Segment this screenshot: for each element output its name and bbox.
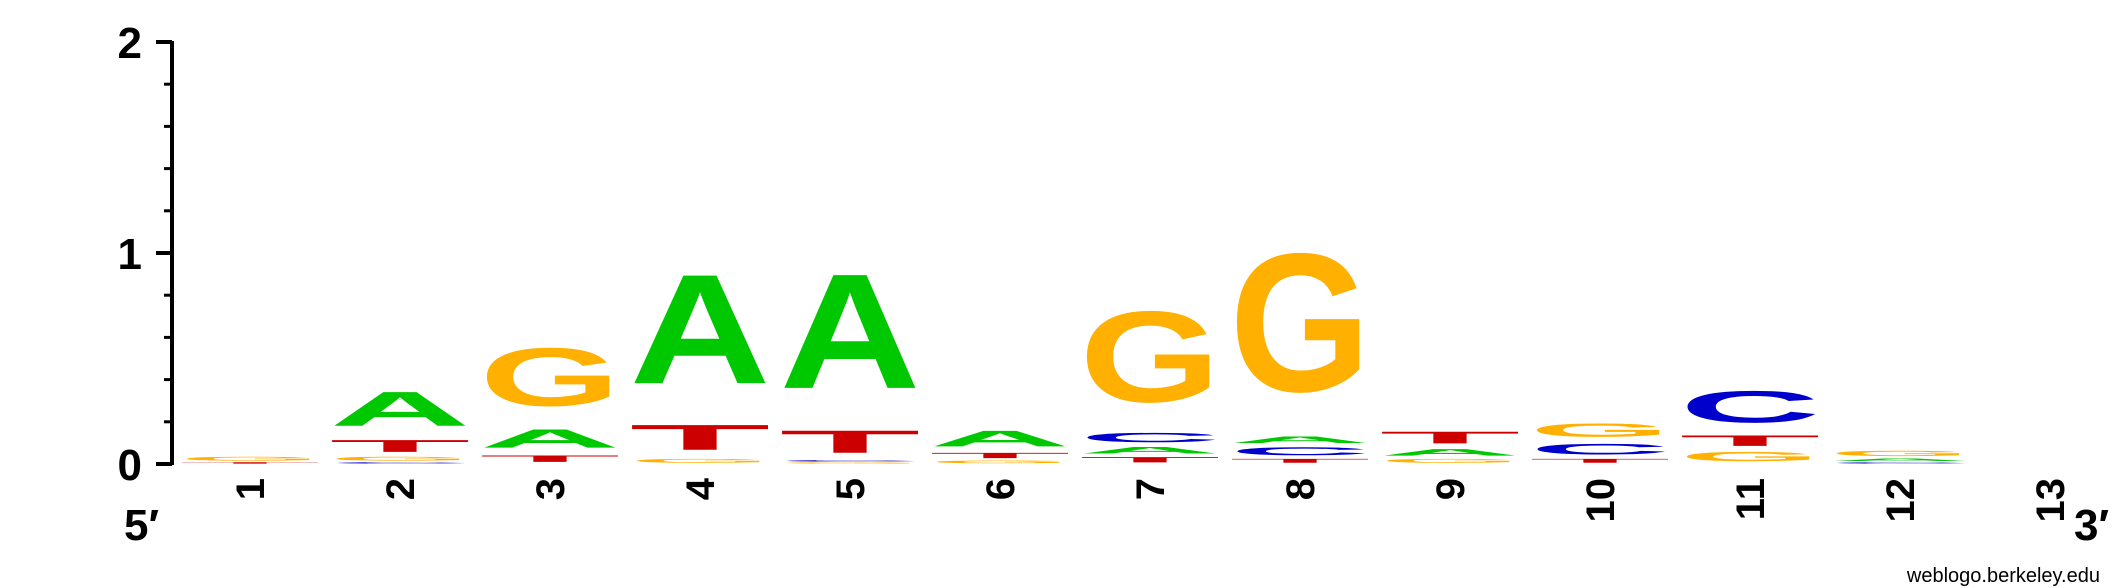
logo-letter-A: A — [780, 241, 921, 424]
logo-letter-A: A — [930, 426, 1071, 451]
logo-letter-G: G — [630, 458, 771, 464]
logo-letter-G: G — [1530, 420, 1671, 441]
logo-column-9: GAT — [1380, 428, 1521, 464]
x-tick-label: 7 — [1129, 478, 1173, 500]
logo-letter-A: A — [630, 243, 771, 417]
logo-letter-A: A — [1230, 434, 1371, 444]
logo-letter-G: G — [480, 330, 621, 423]
logo-letter-T: T — [1380, 428, 1521, 447]
logo-letter-G: G — [1230, 213, 1371, 434]
logo-letter-G: G — [180, 456, 321, 462]
logo-letter-A: A — [330, 382, 471, 437]
credit-text: weblogo.berkeley.edu — [1906, 565, 2100, 587]
logo-letter-C: C — [1080, 430, 1221, 445]
logo-column-4: GTA — [630, 243, 771, 464]
y-tick-label: 0 — [118, 441, 142, 490]
logo-letter-C: C — [1680, 382, 1821, 432]
logo-column-10: TCG — [1530, 420, 1671, 464]
x-tick-label: 6 — [979, 478, 1023, 500]
logo-letter-T: T — [1230, 458, 1371, 464]
logo-letter-T: T — [1530, 458, 1671, 464]
logo-letter-T: T — [1080, 456, 1221, 464]
logo-letter-G: G — [930, 460, 1071, 464]
x-tick-label: 12 — [1879, 478, 1923, 523]
three-prime-label: 3′ — [2074, 501, 2109, 550]
logo-letter-T: T — [480, 453, 621, 464]
logo-letter-G: G — [1080, 285, 1221, 430]
logo-letter-C: C — [330, 462, 471, 464]
logo-column-12: CAG — [1830, 449, 1971, 464]
y-tick-label: 1 — [118, 230, 142, 279]
x-tick-label: 5 — [829, 478, 873, 500]
x-tick-label: 9 — [1429, 478, 1473, 500]
x-tick-label: 4 — [679, 477, 723, 500]
x-tick-label: 1 — [229, 478, 273, 500]
logo-column-3: TAG — [480, 330, 621, 464]
logo-letter-T: T — [1680, 432, 1821, 449]
logo-letter-A: A — [1830, 458, 1971, 462]
logo-letter-C: C — [1830, 462, 1971, 464]
x-tick-label: 10 — [1579, 478, 1623, 523]
logo-letter-A: A — [480, 424, 621, 454]
logo-column-11: GTC — [1680, 382, 1821, 464]
y-tick-label: 2 — [118, 19, 142, 68]
logo-letter-C: C — [1230, 445, 1371, 458]
x-tick-label: 11 — [1729, 478, 1773, 520]
logo-letter-A: A — [1080, 445, 1221, 455]
logo-letter-C: C — [1530, 441, 1671, 458]
x-axis: 1 2 3 4 5 6 7 8 9 10 11 12 13 — [229, 477, 2073, 522]
logo-letter-T: T — [930, 451, 1071, 459]
logo-letter-T: T — [630, 418, 771, 458]
logo-letter-G: G — [780, 462, 921, 464]
x-tick-label: 8 — [1279, 478, 1323, 500]
logo-column-6: GTA — [930, 426, 1071, 464]
logo-letter-T: T — [180, 462, 321, 464]
x-tick-label: 3 — [529, 478, 573, 500]
logo-letter-T: T — [330, 436, 471, 455]
x-tick-label: 13 — [2029, 478, 2073, 523]
y-axis: 0 1 2 — [118, 19, 174, 490]
logo-letter-T: T — [780, 424, 921, 460]
five-prime-label: 5′ — [124, 501, 159, 550]
logo-letter-A: A — [1380, 447, 1521, 457]
logo-letter-G: G — [1380, 458, 1521, 464]
logo-letter-G: G — [330, 456, 471, 462]
logo-letter-C: C — [780, 460, 921, 462]
x-tick-label: 2 — [379, 478, 423, 500]
logo-letter-G: G — [1830, 449, 1971, 457]
logo-letter-G: G — [1680, 449, 1821, 464]
logo-column-1: TG — [180, 456, 321, 464]
